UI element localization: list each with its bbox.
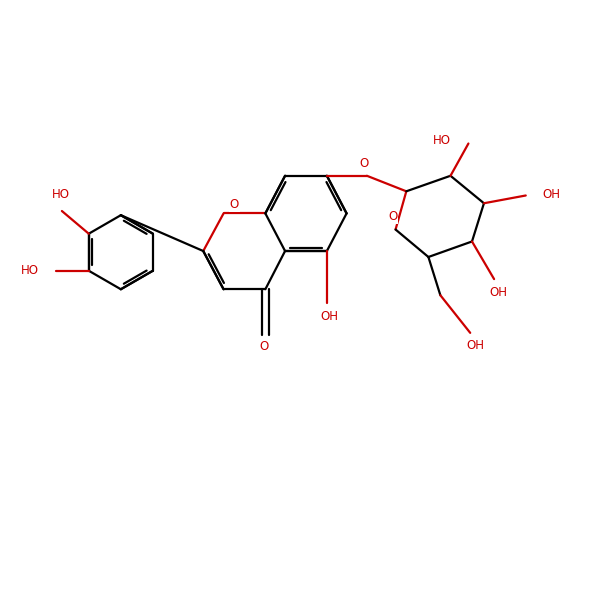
Text: O: O: [388, 210, 397, 223]
Text: OH: OH: [466, 340, 484, 352]
Text: O: O: [230, 198, 239, 211]
Text: OH: OH: [490, 286, 508, 299]
Text: O: O: [359, 157, 368, 170]
Text: O: O: [260, 340, 269, 353]
Text: HO: HO: [433, 134, 451, 147]
Text: OH: OH: [320, 310, 338, 323]
Text: HO: HO: [21, 264, 39, 277]
Text: HO: HO: [52, 188, 70, 201]
Text: OH: OH: [542, 188, 560, 201]
